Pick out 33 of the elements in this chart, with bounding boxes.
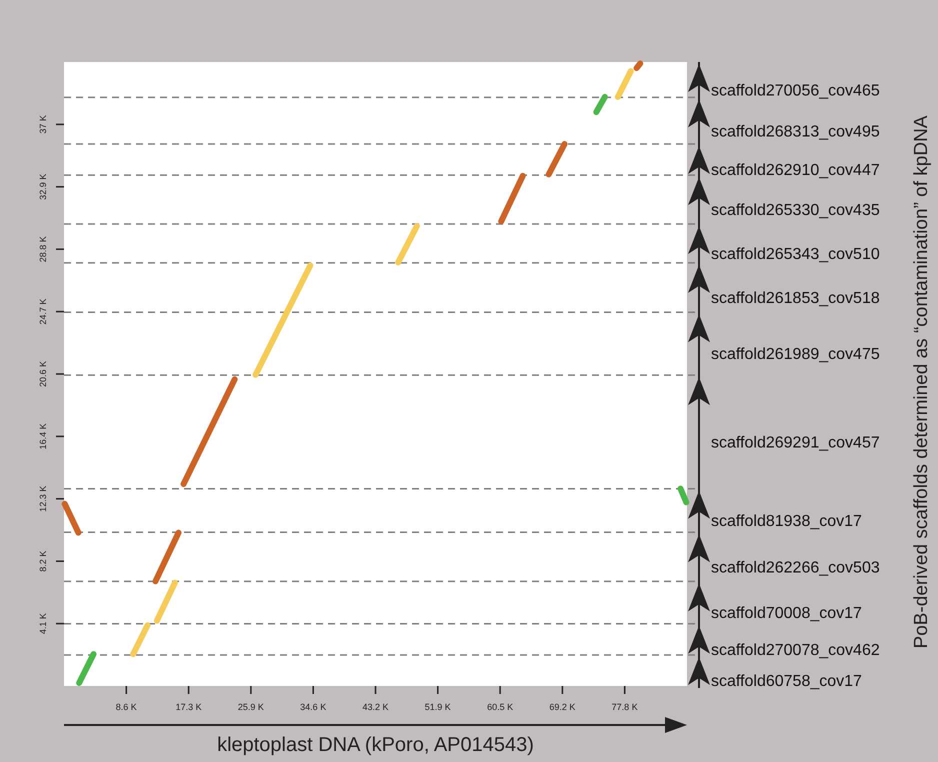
text: scaffold268313_cov495 xyxy=(711,123,880,140)
x-tick-label: 60.5 K xyxy=(487,702,514,712)
text: PoB-derived scaffolds determined as “contamination” of kpDNA xyxy=(911,115,932,648)
x-tick-label: 69.2 K xyxy=(549,702,576,712)
text: scaffold261989_cov475 xyxy=(711,346,880,364)
text: scaffold270056_cov465 xyxy=(711,82,880,100)
text: scaffold261853_cov518 xyxy=(711,290,880,308)
y-tick-label: 32.9 K xyxy=(38,174,48,200)
y-tick-label: 16.4 K xyxy=(38,423,48,450)
x-axis-title: kleptoplast DNA (kPoro, AP014543) xyxy=(217,734,534,756)
text: scaffold269291_cov457 xyxy=(711,434,880,452)
x-tick-label: 51.9 K xyxy=(424,702,451,712)
text: scaffold60758_cov17 xyxy=(711,673,862,690)
x-tick-label: 77.8 K xyxy=(612,702,638,712)
text: scaffold262266_cov503 xyxy=(711,559,880,576)
y-tick-label: 4.1 K xyxy=(38,613,48,634)
x-tick-label: 8.6 K xyxy=(116,702,137,712)
text: scaffold262910_cov447 xyxy=(711,162,880,180)
x-tick-label: 34.6 K xyxy=(300,702,326,712)
text: scaffold265330_cov435 xyxy=(711,202,880,220)
y-tick-label: 12.3 K xyxy=(38,486,48,512)
x-tick-label: 25.9 K xyxy=(238,702,264,712)
y-tick-label: 28.8 K xyxy=(38,236,48,262)
text: scaffold81938_cov17 xyxy=(711,513,862,530)
x-tick-label: 17.3 K xyxy=(176,702,202,712)
x-tick-label: 43.2 K xyxy=(362,702,389,712)
y-tick-label: 20.6 K xyxy=(38,360,48,388)
text: scaffold265343_cov510 xyxy=(711,246,880,264)
text: scaffold270078_cov462 xyxy=(711,642,880,659)
y-tick-label: 37 K xyxy=(38,115,48,134)
y-tick-label: 8.2 K xyxy=(38,550,48,572)
y-tick-label: 24.7 K xyxy=(38,298,48,325)
text: scaffold70008_cov17 xyxy=(711,605,862,622)
